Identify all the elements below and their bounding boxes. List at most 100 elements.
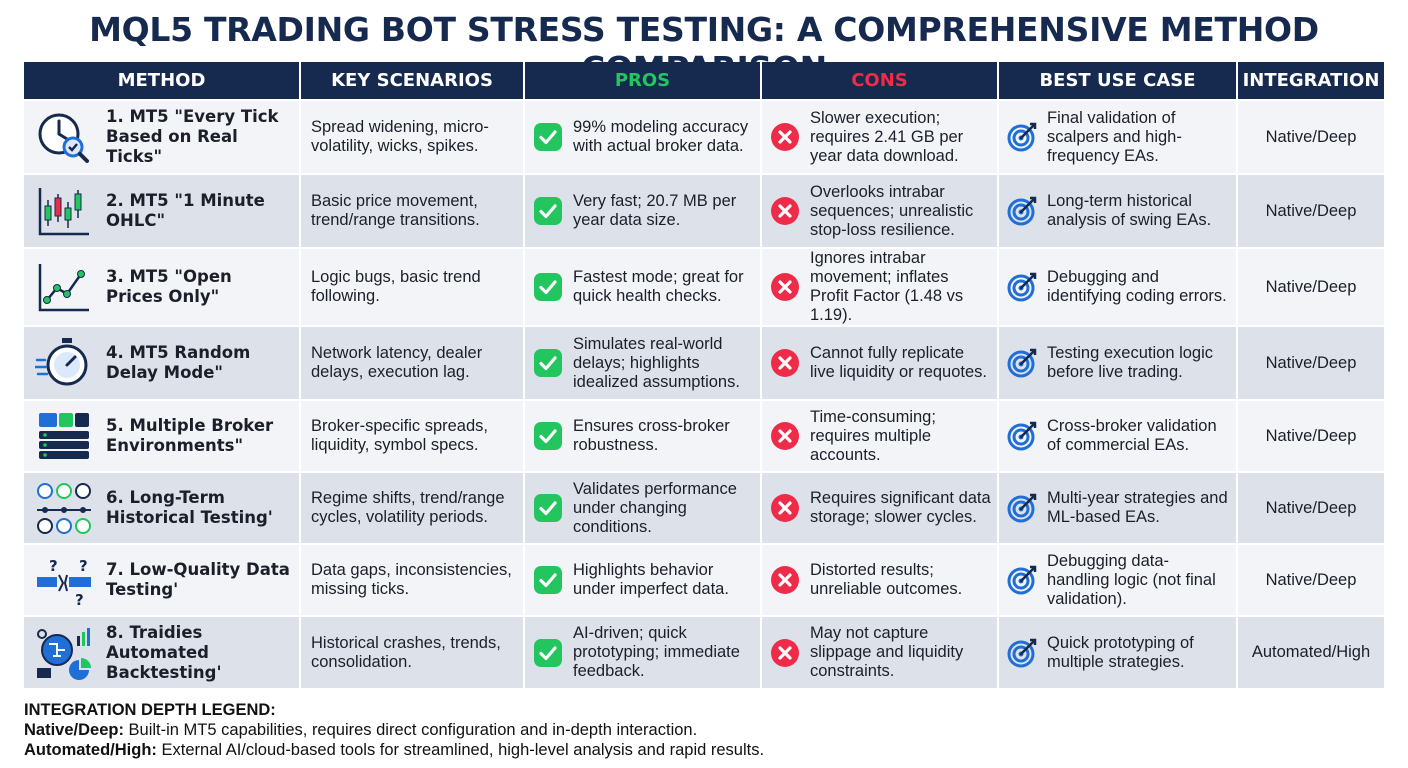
scenarios-cell: Data gaps, inconsistencies, missing tick… <box>300 543 525 616</box>
scenarios-cell: Regime shifts, trend/range cycles, volat… <box>300 471 525 544</box>
best-use-text: Cross-broker validation of commercial EA… <box>1047 417 1217 454</box>
scenarios-text: Network latency, dealer delays, executio… <box>311 344 483 381</box>
best-use-text: Debugging and identifying coding errors. <box>1047 268 1227 305</box>
pros-cell: Fastest mode; great for quick health che… <box>524 247 762 326</box>
cons-cell: Requires significant data storage; slowe… <box>761 471 999 544</box>
legend-term: Automated/High: <box>24 741 157 759</box>
scenarios-text: Broker-specific spreads, liquidity, symb… <box>311 417 488 454</box>
pros-text: Highlights behavior under imperfect data… <box>573 561 729 598</box>
pros-text: Fastest mode; great for quick health che… <box>573 268 744 305</box>
integration-cell: Native/Deep <box>1237 543 1384 616</box>
best-use-cell: Cross-broker validation of commercial EA… <box>998 399 1238 472</box>
scenarios-text: Historical crashes, trends, consolidatio… <box>311 633 501 671</box>
broken-data-icon: ??? <box>34 552 94 608</box>
integration-cell: Native/Deep <box>1237 325 1384 400</box>
best-use-text: Final validation of scalpers and high-fr… <box>1047 108 1182 165</box>
best-use-text: Multi-year strategies and ML-based EAs. <box>1047 489 1228 526</box>
scenarios-text: Logic bugs, basic trend following. <box>311 268 481 305</box>
cons-text: Slower execution; requires 2.41 GB per y… <box>810 108 964 165</box>
clock-magnifier-icon <box>34 109 94 165</box>
header-row: METHOD KEY SCENARIOS PROS CONS BEST USE … <box>24 62 1384 100</box>
ai-brain-icon <box>34 625 94 681</box>
cons-text: Time-consuming; requires multiple accoun… <box>810 407 936 464</box>
legend-desc: Built-in MT5 capabilities, requires dire… <box>123 721 698 739</box>
target-icon <box>1007 565 1037 595</box>
check-icon <box>533 196 563 226</box>
table-row: ??? 7. Low-Quality Data Testing' Data gaps… <box>24 543 1384 616</box>
header-integration: INTEGRATION <box>1237 62 1384 100</box>
integration-cell: Native/Deep <box>1237 99 1384 174</box>
x-mark-icon <box>770 493 800 523</box>
method-name: 1. MT5 "Every Tick Based on Real Ticks" <box>106 107 279 166</box>
server-stack-icon <box>34 408 94 464</box>
target-icon <box>1007 421 1037 451</box>
best-use-cell: Quick prototyping of multiple strategies… <box>998 615 1238 688</box>
header-cons: CONS <box>761 62 999 100</box>
pros-text: Simulates real-world delays; highlights … <box>573 334 740 391</box>
legend-item-automated: Automated/High: External AI/cloud-based … <box>24 740 1384 760</box>
scenarios-cell: Spread widening, micro-volatility, wicks… <box>300 99 525 174</box>
x-mark-icon <box>770 421 800 451</box>
method-cell: 3. MT5 "Open Prices Only" <box>24 247 301 326</box>
method-name: 4. MT5 Random Delay Mode" <box>106 343 251 382</box>
check-icon <box>533 421 563 451</box>
best-use-text: Quick prototyping of multiple strategies… <box>1047 633 1194 671</box>
best-use-cell: Multi-year strategies and ML-based EAs. <box>998 471 1238 544</box>
pros-cell: Simulates real-world delays; highlights … <box>524 325 762 400</box>
svg-text:?: ? <box>79 557 88 575</box>
line-chart-icon <box>34 259 94 315</box>
cons-cell: May not capture slippage and liquidity c… <box>761 615 999 688</box>
best-use-cell: Debugging and identifying coding errors. <box>998 247 1238 326</box>
header-pros: PROS <box>524 62 762 100</box>
cons-text: Ignores intrabar movement; inflates Prof… <box>810 249 964 324</box>
x-mark-icon <box>770 565 800 595</box>
cons-text: Overlooks intrabar sequences; unrealisti… <box>810 182 974 239</box>
integration-cell: Native/Deep <box>1237 471 1384 544</box>
best-use-cell: Final validation of scalpers and high-fr… <box>998 99 1238 174</box>
best-use-cell: Long-term historical analysis of swing E… <box>998 173 1238 248</box>
header-scenarios: KEY SCENARIOS <box>300 62 525 100</box>
method-cell: 4. MT5 Random Delay Mode" <box>24 325 301 400</box>
cons-cell: Ignores intrabar movement; inflates Prof… <box>761 247 999 326</box>
integration-legend: INTEGRATION DEPTH LEGEND: Native/Deep: B… <box>24 700 1384 760</box>
target-icon <box>1007 493 1037 523</box>
scenarios-cell: Historical crashes, trends, consolidatio… <box>300 615 525 688</box>
legend-term: Native/Deep: <box>24 721 124 739</box>
pros-text: Ensures cross-broker robustness. <box>573 417 730 454</box>
svg-text:?: ? <box>75 591 84 607</box>
comparison-table: METHOD KEY SCENARIOS PROS CONS BEST USE … <box>24 62 1384 688</box>
method-cell: 6. Long-Term Historical Testing' <box>24 471 301 544</box>
integration-cell: Native/Deep <box>1237 247 1384 326</box>
cons-cell: Distorted results; unreliable outcomes. <box>761 543 999 616</box>
check-icon <box>533 638 563 668</box>
legend-item-native: Native/Deep: Built-in MT5 capabilities, … <box>24 720 1384 740</box>
legend-heading: INTEGRATION DEPTH LEGEND: <box>24 701 276 719</box>
pros-cell: 99% modeling accuracy with actual broker… <box>524 99 762 174</box>
cons-cell: Overlooks intrabar sequences; unrealisti… <box>761 173 999 248</box>
cons-cell: Slower execution; requires 2.41 GB per y… <box>761 99 999 174</box>
integration-cell: Automated/High <box>1237 615 1384 688</box>
best-use-cell: Testing execution logic before live trad… <box>998 325 1238 400</box>
target-icon <box>1007 196 1037 226</box>
check-icon <box>533 348 563 378</box>
method-name: 7. Low-Quality Data Testing' <box>106 560 290 599</box>
header-best-use-case: BEST USE CASE <box>998 62 1238 100</box>
table-row: 4. MT5 Random Delay Mode" Network latency… <box>24 325 1384 400</box>
target-icon <box>1007 122 1037 152</box>
cons-text: May not capture slippage and liquidity c… <box>810 624 964 680</box>
check-icon <box>533 272 563 302</box>
pros-cell: AI-driven; quick prototyping; immediate … <box>524 615 762 688</box>
method-cell: 5. Multiple Broker Environments" <box>24 399 301 472</box>
method-cell: 8. Traidies Automated Backtesting' <box>24 615 301 688</box>
x-mark-icon <box>770 348 800 378</box>
target-icon <box>1007 272 1037 302</box>
check-icon <box>533 122 563 152</box>
scenarios-cell: Basic price movement, trend/range transi… <box>300 173 525 248</box>
pros-text: Validates performance under changing con… <box>573 479 737 536</box>
table-row: 2. MT5 "1 Minute OHLC" Basic price moveme… <box>24 173 1384 248</box>
target-icon <box>1007 348 1037 378</box>
check-icon <box>533 493 563 523</box>
cons-text: Requires significant data storage; slowe… <box>810 489 991 526</box>
target-icon <box>1007 638 1037 668</box>
pros-text: AI-driven; quick prototyping; immediate … <box>573 624 740 680</box>
